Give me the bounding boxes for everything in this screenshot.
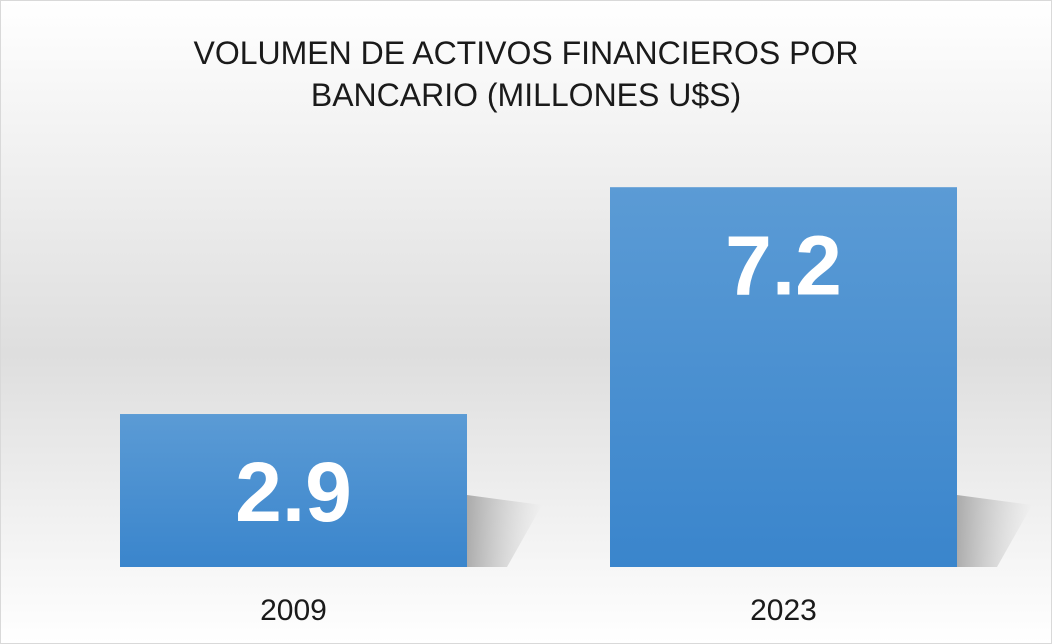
plot-area: 2009 2.9 2023 7.2 xyxy=(120,187,1032,627)
bar xyxy=(610,187,957,567)
bar xyxy=(120,414,467,567)
x-tick-label: 2009 xyxy=(260,594,327,627)
x-tick-label: 2023 xyxy=(750,594,817,627)
chart-title: VOLUMEN DE ACTIVOS FINANCIEROS POR BANCA… xyxy=(193,35,859,113)
data-label: 2.9 xyxy=(235,445,352,539)
data-label: 7.2 xyxy=(725,218,842,312)
bar-shadow xyxy=(957,495,1032,567)
bar-shadow xyxy=(467,495,542,567)
